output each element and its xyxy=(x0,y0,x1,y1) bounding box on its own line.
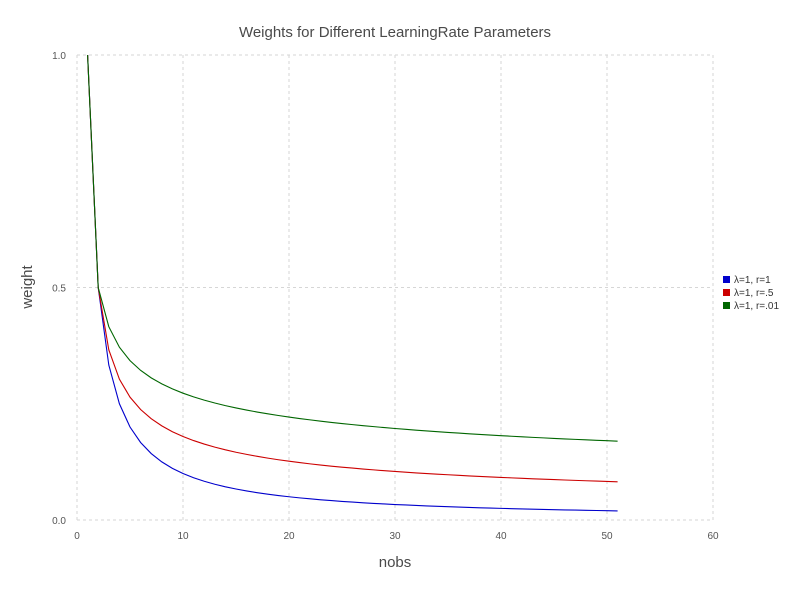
chart-title: Weights for Different LearningRate Param… xyxy=(239,24,551,41)
legend-swatch xyxy=(723,289,730,296)
x-tick-label: 20 xyxy=(283,531,295,542)
grid-lines xyxy=(76,54,714,521)
y-axis-label: weight xyxy=(19,264,36,309)
series-line-1 xyxy=(87,54,618,483)
x-axis-label: nobs xyxy=(379,554,412,571)
y-tick-label: 0.0 xyxy=(52,516,66,527)
legend: λ=1, r=1 λ=1, r=.5 λ=1, r=.01 xyxy=(723,275,779,312)
x-axis-ticks: 0 10 20 30 40 50 60 xyxy=(74,531,719,542)
legend-swatch xyxy=(723,276,730,283)
y-tick-label: 0.5 xyxy=(52,284,66,295)
x-tick-label: 30 xyxy=(389,531,401,542)
x-tick-label: 60 xyxy=(707,531,719,542)
x-tick-label: 10 xyxy=(177,531,189,542)
legend-swatch xyxy=(723,302,730,309)
y-tick-label: 1.0 xyxy=(52,51,66,62)
x-tick-label: 50 xyxy=(601,531,613,542)
y-axis-ticks: 0.0 0.5 1.0 xyxy=(52,51,66,527)
x-tick-label: 0 xyxy=(74,531,80,542)
legend-label: λ=1, r=1 xyxy=(734,275,771,286)
series-line-2 xyxy=(87,54,618,442)
series-lines xyxy=(87,54,618,512)
series-line-0 xyxy=(87,54,618,512)
x-tick-label: 40 xyxy=(495,531,507,542)
legend-label: λ=1, r=.01 xyxy=(734,301,779,312)
legend-label: λ=1, r=.5 xyxy=(734,288,774,299)
